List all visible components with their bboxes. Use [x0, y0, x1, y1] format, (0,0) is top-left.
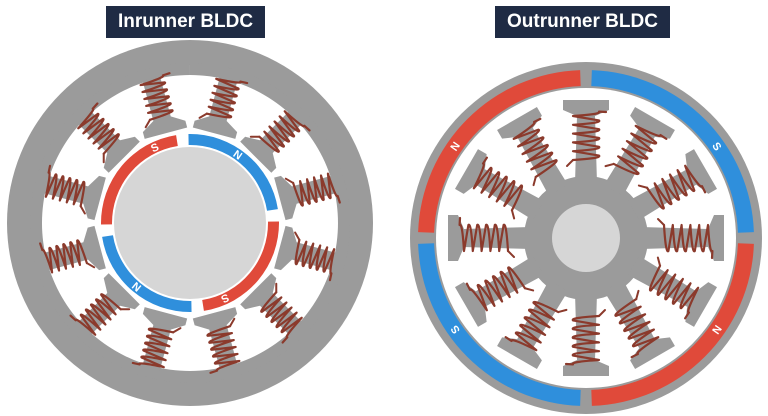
inrunner-rotor-core — [114, 147, 266, 299]
inrunner-magnet-north — [188, 133, 278, 211]
inrunner-coil — [77, 102, 120, 155]
outrunner-coil — [512, 117, 558, 179]
inrunner-coil-lead — [284, 177, 295, 184]
outrunner-coil-lead — [598, 309, 606, 317]
outrunner-coil — [504, 300, 560, 352]
outrunner-magnet-south — [591, 243, 754, 406]
inrunner-coil-lead — [294, 231, 301, 241]
inrunner-coil-lead — [198, 112, 208, 119]
inrunner-coil-lead — [79, 205, 86, 215]
outrunner-coil — [571, 110, 608, 162]
inrunner-coil-lead — [229, 317, 236, 328]
outrunner-coil-lead — [604, 162, 615, 168]
inrunner-coil — [206, 325, 241, 374]
inrunner-coil — [205, 77, 249, 119]
outrunner-coil — [662, 223, 714, 260]
inrunner-coil — [44, 164, 86, 208]
inrunner-coil-lead — [144, 118, 151, 129]
outrunner-coil-lead — [507, 250, 515, 258]
inrunner-coil — [39, 239, 88, 274]
outrunner-magnet-north — [418, 243, 581, 406]
outrunner-coil-lead — [523, 287, 535, 292]
outrunner-coil-lead — [637, 184, 649, 189]
inrunner-motor: S NSN — [7, 40, 373, 406]
inrunner-title: Inrunner BLDC — [106, 6, 266, 38]
inrunner-coil — [260, 291, 303, 344]
outrunner-coil — [648, 264, 700, 320]
inrunner-coil — [69, 293, 122, 336]
outrunner-coil — [465, 266, 527, 312]
inrunner-magnet-north — [102, 235, 192, 312]
outrunner-coil — [612, 124, 668, 176]
outrunner-coil — [645, 164, 707, 210]
outrunner-coil-lead — [510, 209, 516, 220]
outrunner-coil — [458, 216, 510, 253]
inrunner-coil — [131, 327, 175, 369]
outrunner-coil-lead — [566, 159, 574, 167]
inrunner-coil-lead — [85, 262, 96, 269]
outrunner-coil-lead — [532, 175, 537, 187]
inrunner-label-south: S — [149, 141, 161, 155]
outrunner-coil-lead — [635, 289, 640, 301]
inrunner-magnet-south — [101, 135, 178, 225]
outrunner-magnet-south — [418, 70, 581, 233]
inrunner-label-south: S — [219, 291, 231, 305]
inrunner-coil — [294, 238, 336, 282]
outrunner-hub — [552, 204, 620, 272]
outrunner-coil — [472, 156, 524, 212]
outrunner-magnet-north — [591, 70, 754, 233]
outrunner-coil — [614, 297, 660, 359]
outrunner-coil-lead — [657, 218, 665, 226]
inrunner-coil-lead — [172, 327, 182, 334]
outrunner-motor: N SNS — [410, 62, 762, 414]
outrunner-title: Outrunner BLDC — [495, 6, 670, 38]
inrunner-coil — [258, 110, 311, 153]
outrunner-coil-lead — [557, 308, 568, 314]
inrunner-magnet-south — [202, 221, 280, 311]
outrunner-coil — [564, 314, 601, 366]
inrunner-coil — [139, 72, 174, 121]
inrunner-coil — [292, 172, 341, 207]
outrunner-coil-lead — [656, 256, 662, 267]
